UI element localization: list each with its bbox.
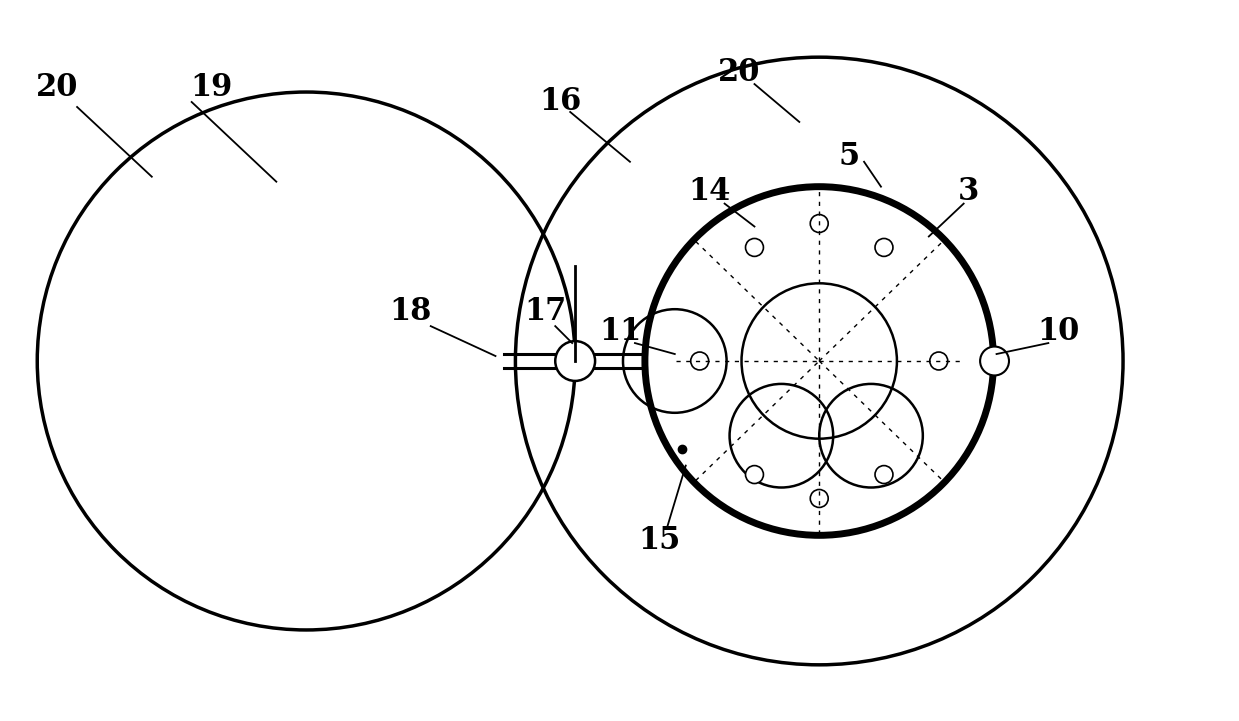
Text: 17: 17 [524, 296, 566, 327]
Circle shape [690, 352, 709, 370]
Text: 19: 19 [191, 71, 233, 102]
Text: 14: 14 [689, 176, 731, 207]
Circle shape [875, 466, 893, 484]
Text: 11: 11 [598, 316, 641, 347]
Text: 15: 15 [639, 525, 681, 556]
Text: 20: 20 [719, 57, 761, 88]
Text: 18: 18 [389, 296, 432, 327]
Circle shape [810, 215, 828, 232]
Circle shape [875, 239, 893, 257]
Circle shape [929, 352, 948, 370]
Text: 3: 3 [958, 176, 979, 207]
Circle shape [980, 347, 1009, 376]
Circle shape [746, 239, 763, 257]
Circle shape [746, 466, 763, 484]
Text: 16: 16 [539, 87, 581, 118]
Circle shape [555, 341, 595, 381]
Text: 5: 5 [839, 141, 860, 172]
Circle shape [810, 490, 828, 508]
Text: 10: 10 [1037, 316, 1079, 347]
Text: 20: 20 [36, 71, 78, 102]
